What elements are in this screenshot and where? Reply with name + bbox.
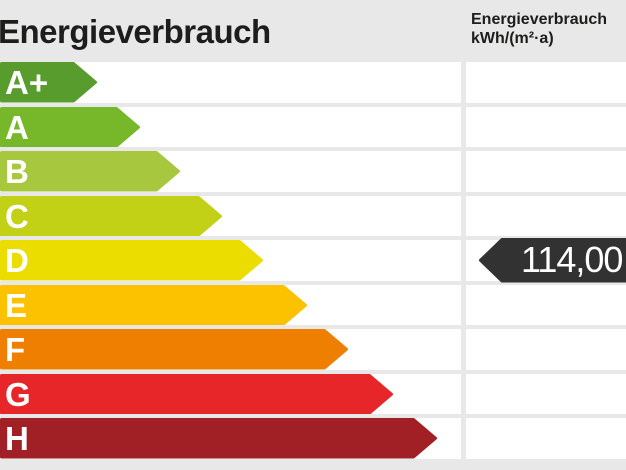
value-column-cell <box>466 284 626 325</box>
value-column-cell <box>466 418 626 459</box>
energy-class-arrow <box>0 151 180 192</box>
energy-class-label-g: G <box>5 375 31 413</box>
value-column-cell <box>466 62 626 103</box>
value-column-cell <box>466 195 626 236</box>
energy-class-arrow <box>0 240 263 281</box>
value-column-cell <box>466 373 626 414</box>
page-title: Energieverbrauch <box>0 13 271 50</box>
value-indicator-arrow <box>479 238 626 283</box>
energy-class-arrow <box>0 418 437 459</box>
value-column-cell <box>466 106 626 147</box>
energy-class-label-d: D <box>5 242 29 279</box>
energy-class-label-f: F <box>5 331 26 368</box>
energy-class-label-a: A <box>5 108 29 146</box>
energy-class-label-h: H <box>5 420 29 457</box>
energy-class-arrow <box>0 106 140 147</box>
unit-column-header-line2: kWh/(m²·a) <box>471 30 554 47</box>
consumption-value: 114,00 <box>521 239 623 280</box>
energy-class-arrow <box>0 195 222 236</box>
energy-class-label-b: B <box>5 153 29 190</box>
energy-class-arrow <box>0 284 307 325</box>
value-column-cell <box>466 329 626 370</box>
value-column-cell <box>466 151 626 192</box>
energy-class-arrow <box>0 62 97 103</box>
unit-column-header-line1: Energieverbrauch <box>471 11 608 28</box>
energy-class-label-e: E <box>5 286 28 324</box>
energy-class-arrow <box>0 329 348 370</box>
energy-class-arrow <box>0 373 393 414</box>
unit-column-header: Energieverbrauch kWh/(m²·a) <box>471 10 607 48</box>
energy-class-label-aplus: A+ <box>5 64 49 101</box>
energy-class-label-c: C <box>5 197 29 235</box>
